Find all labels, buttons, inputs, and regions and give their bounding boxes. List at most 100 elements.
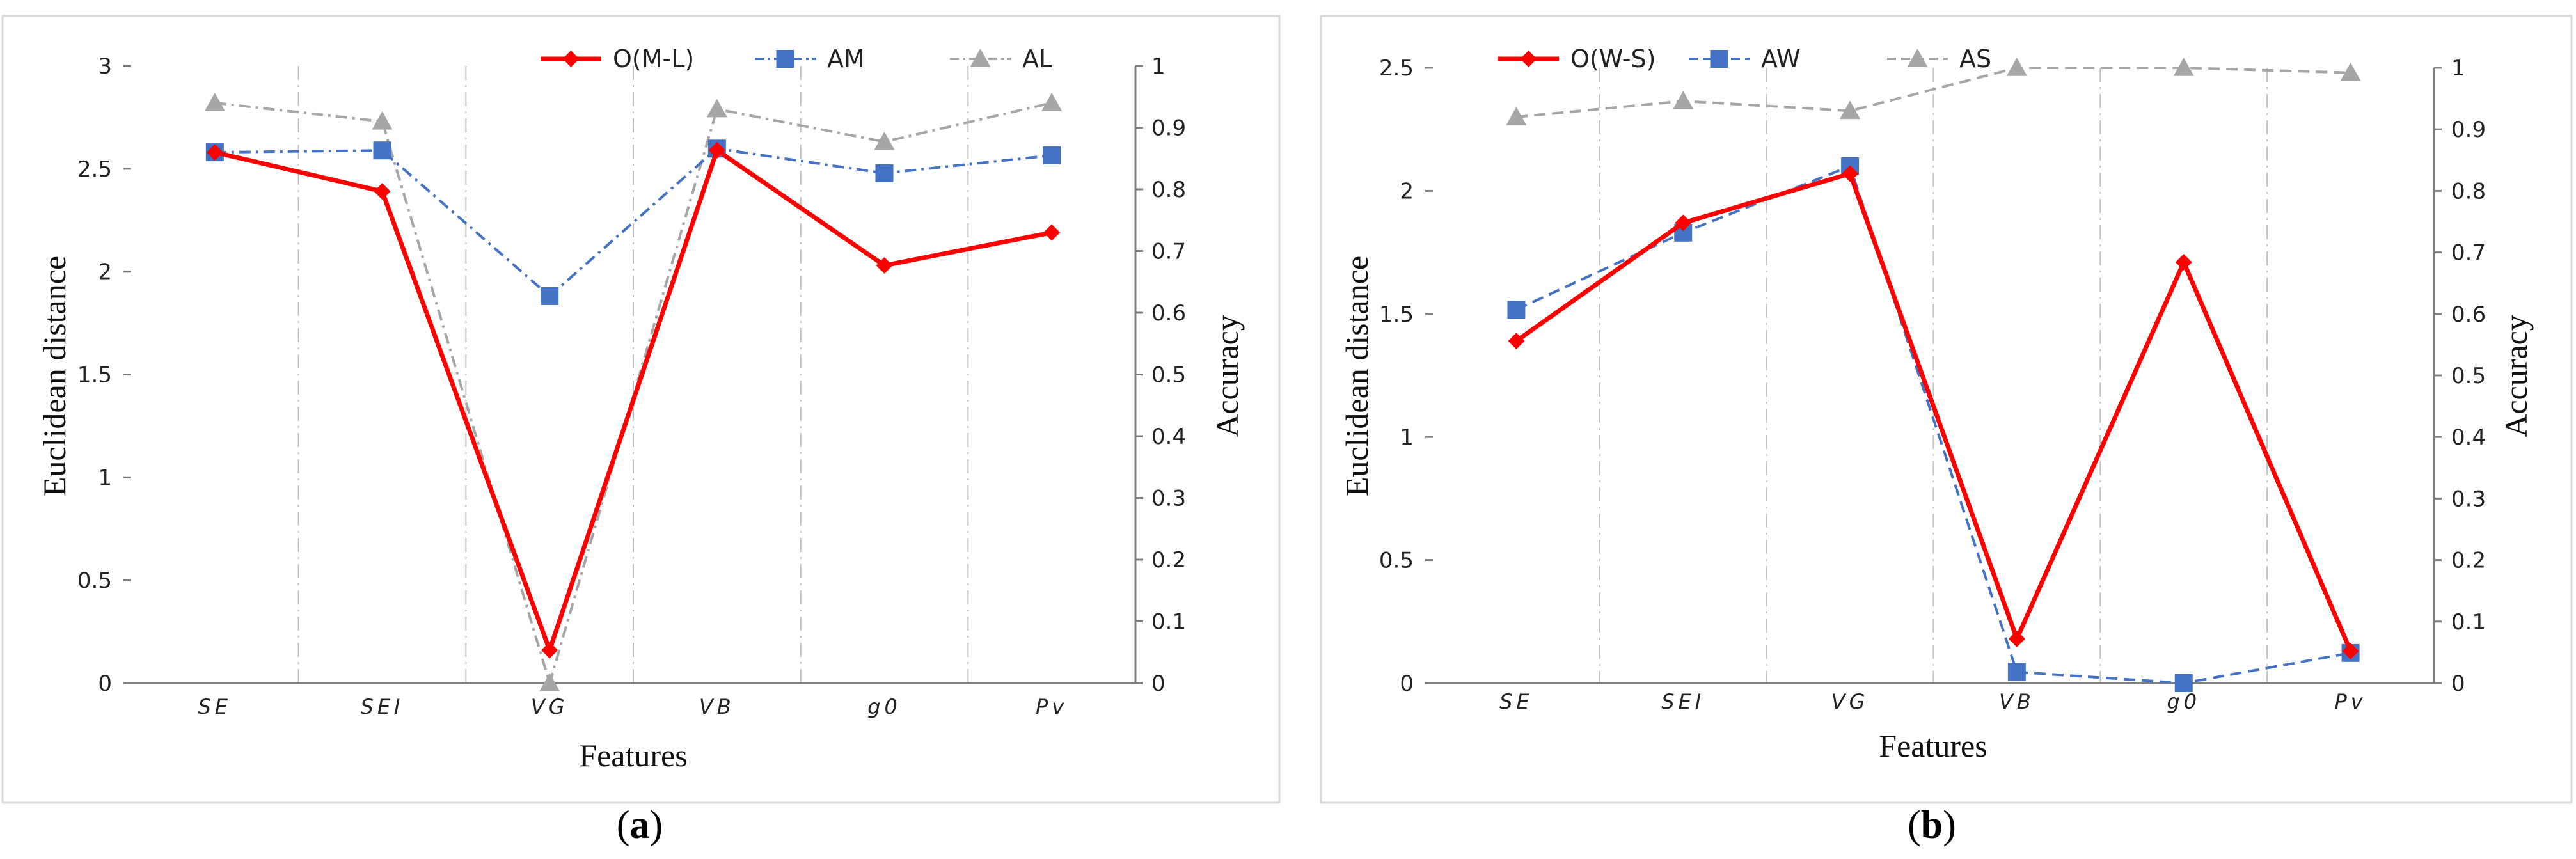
legend-label: AM	[827, 45, 865, 73]
right-tick-label: 0.7	[2451, 240, 2486, 266]
chart-a-frame	[1, 15, 1281, 804]
data-point-diamond	[2175, 253, 2192, 271]
chart-b-x-axis-title: Features	[1879, 728, 1987, 764]
chart-b: 0 0.5 1 1.5 2 2.5 0 0.1 0.2 0.3 0.4 0.5 0.6 0.7 0.8 0.…	[1320, 15, 2573, 804]
panel-label-a-open: (	[617, 803, 630, 847]
chart-b-y2-axis-title: Accuracy	[2498, 315, 2534, 437]
data-point-triangle	[2340, 62, 2361, 81]
chart-b-gridlines	[1599, 68, 2268, 683]
right-tick-label: 0.7	[1151, 239, 1186, 265]
chart-a: 00.511.522.53 00.10.20.30.40.50.60.70.80…	[1, 15, 1281, 804]
data-point-triangle	[1673, 90, 1694, 109]
chart-a-legend: O(M-L) AM AL	[541, 45, 1052, 73]
legend-label: O(M-L)	[613, 45, 694, 73]
right-tick-label: 0	[2451, 671, 2465, 697]
chart-a-right-ticks: 0 0.1 0.2 0.3 0.4 0.5 0.6 0.7 0.8 0.9 1	[1135, 54, 1186, 697]
series-line	[1515, 164, 2351, 684]
left-tick-label: 0	[1400, 671, 1414, 697]
series-O(W-S)	[1508, 165, 2359, 659]
category-label: SE	[1499, 690, 1533, 714]
right-tick-label: 0.2	[2451, 548, 2486, 574]
panel-label-a-close: )	[650, 803, 663, 847]
data-point-diamond	[876, 257, 893, 274]
data-point-diamond	[708, 141, 725, 159]
right-tick-label: 0.4	[2451, 425, 2486, 450]
left-tick-label: 0	[98, 671, 112, 697]
category-label: VB	[699, 695, 735, 719]
data-point-diamond	[2342, 642, 2359, 659]
data-point-square	[2007, 663, 2026, 681]
series-AS	[1506, 58, 2361, 125]
chart-a-gridlines	[297, 66, 969, 683]
data-point-square	[2174, 674, 2193, 692]
data-point-diamond	[541, 642, 558, 659]
data-point-triangle	[1907, 49, 1928, 67]
left-tick-label: 1.5	[1379, 302, 1414, 327]
legend-item: O(M-L)	[541, 45, 694, 73]
left-tick-label: 2.5	[1379, 56, 1414, 81]
legend-item: AS	[1887, 45, 1991, 73]
category-label: SEI	[361, 695, 404, 719]
right-tick-label: 0.1	[2451, 610, 2486, 635]
data-point-diamond	[2008, 630, 2025, 647]
right-tick-label: 0.1	[1151, 610, 1186, 635]
chart-b-frame	[1320, 15, 2573, 804]
panel-label-a: (a)	[617, 803, 663, 847]
series-line	[214, 148, 1052, 653]
right-tick-label: 0.3	[2451, 486, 2486, 512]
chart-b-y-axis-title: Euclidean distance	[1339, 256, 1375, 496]
data-point-square	[875, 164, 894, 182]
data-point-square	[1710, 50, 1728, 68]
left-tick-label: 1.5	[77, 363, 112, 388]
series-line	[1515, 171, 2353, 652]
data-point-diamond	[374, 183, 391, 200]
data-point-diamond	[1520, 51, 1537, 67]
legend-item: AM	[755, 45, 865, 73]
data-point-triangle	[1840, 100, 1861, 120]
legend-label: O(W-S)	[1570, 45, 1655, 73]
category-label: Pv	[2334, 690, 2366, 714]
right-tick-label: 0.6	[2451, 302, 2486, 327]
data-point-diamond	[206, 144, 223, 161]
chart-a-left-ticks: 0 0.5 1 1.5 2 2.5 3	[77, 54, 131, 697]
category-label: VB	[1999, 690, 2035, 714]
legend-label: AW	[1761, 45, 1801, 73]
right-tick-label: 0.8	[2451, 178, 2486, 204]
right-tick-label: 1	[2451, 56, 2465, 81]
panel-label-b-close: )	[1943, 803, 1956, 847]
data-point-triangle	[1041, 92, 1063, 111]
chart-b-legend: O(W-S) AW AS	[1498, 45, 1991, 73]
series-line	[214, 147, 1052, 297]
right-tick-label: 0.9	[1151, 116, 1186, 141]
category-label: g0	[2167, 690, 2201, 714]
data-point-square	[776, 50, 794, 68]
data-point-triangle	[706, 99, 727, 118]
data-point-triangle	[874, 131, 895, 150]
legend-item: O(W-S)	[1498, 45, 1655, 73]
data-point-diamond	[1675, 214, 1692, 232]
left-tick-label: 2	[1400, 178, 1414, 204]
data-point-square	[1507, 301, 1526, 319]
data-point-triangle	[970, 49, 991, 67]
data-point-triangle	[372, 111, 393, 130]
right-tick-label: 0.9	[2451, 117, 2486, 143]
left-tick-label: 2	[98, 260, 112, 285]
panel-label-b: (b)	[1908, 803, 1956, 847]
category-label: SEI	[1661, 690, 1705, 714]
right-tick-label: 0.2	[1151, 548, 1186, 573]
chart-a-series	[204, 92, 1063, 691]
data-point-diamond	[1842, 165, 1859, 182]
data-point-triangle	[1506, 106, 1527, 125]
chart-b-series	[1506, 58, 2361, 692]
left-tick-label: 0.5	[1379, 548, 1414, 574]
data-point-square	[1043, 146, 1061, 164]
right-tick-label: 0.6	[1151, 301, 1186, 326]
panel-label-b-letter: b	[1921, 803, 1943, 847]
legend-item: AL	[950, 45, 1052, 73]
data-point-square	[541, 287, 559, 305]
category-label: g0	[867, 695, 901, 719]
data-point-diamond	[1043, 224, 1061, 241]
panel-label-a-letter: a	[630, 803, 650, 847]
